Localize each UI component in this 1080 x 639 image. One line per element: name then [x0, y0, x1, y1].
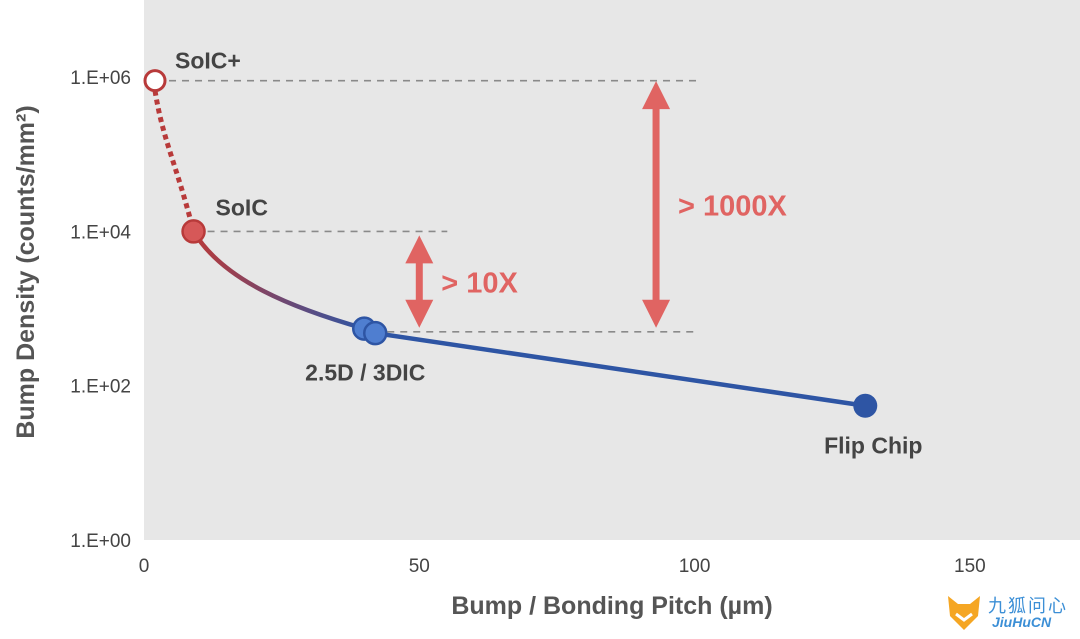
plot-area — [144, 0, 1080, 540]
point-soic — [181, 219, 206, 244]
point-label-flip-chip: Flip Chip — [824, 433, 922, 459]
series-line-soic-to-interposer — [191, 230, 365, 331]
ratio-annotation: > 1000X — [678, 190, 788, 222]
y-axis-title: Bump Density (counts/mm²) — [12, 105, 40, 438]
point-soic-plus — [143, 69, 167, 93]
point-2-5d-b — [362, 320, 388, 346]
x-tick-label: 150 — [954, 556, 986, 577]
arrow-head-down — [642, 299, 671, 328]
point-label-soic-plus: SoIC+ — [175, 48, 241, 74]
y-tick-label: 1.E+06 — [70, 68, 131, 89]
watermark-logo: 九狐问心 JiuHuCN — [944, 590, 1074, 636]
series-line-soic-plus-to-soic — [152, 90, 196, 233]
y-tick-label: 1.E+04 — [70, 222, 131, 243]
point-label-2-5d-3dic: 2.5D / 3DIC — [305, 360, 425, 386]
x-tick-label: 0 — [139, 556, 150, 577]
y-tick-label: 1.E+02 — [70, 377, 131, 398]
x-tick-label: 50 — [409, 556, 430, 577]
point-flip-chip — [853, 393, 878, 418]
ratio-annotation: > 10X — [441, 268, 518, 300]
arrow-head-up — [405, 235, 434, 264]
watermark-cn-text: 九狐问心 — [988, 596, 1068, 617]
watermark-en-text: JiuHuCN — [992, 614, 1052, 630]
arrow-head-up — [642, 81, 671, 110]
series-line-interposer-to-flip-chip — [374, 330, 866, 408]
point-label-soic: SoIC — [216, 194, 268, 220]
x-tick-label: 100 — [679, 556, 711, 577]
arrow-head-down — [405, 299, 434, 328]
y-tick-label: 1.E+00 — [70, 531, 131, 552]
x-axis-title: Bump / Bonding Pitch (µm) — [451, 592, 772, 620]
fox-head-icon — [948, 596, 980, 630]
